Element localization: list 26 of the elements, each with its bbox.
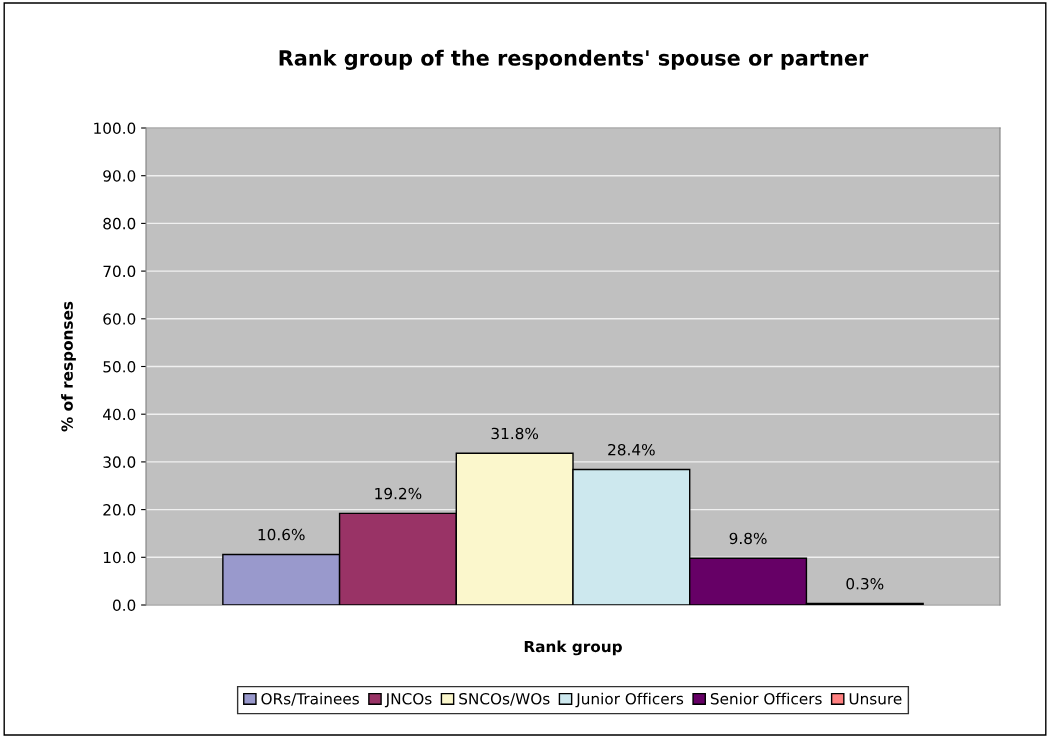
data-label: 19.2% <box>375 487 422 500</box>
y-tick-label: 50.0 <box>103 360 136 373</box>
legend-label: Junior Officers <box>575 692 684 708</box>
legend-label: SNCOs/WOs <box>459 692 550 706</box>
legend-label: Senior Officers <box>710 692 822 705</box>
data-label: 0.3% <box>846 577 884 590</box>
y-axis-title: % of responses <box>61 301 76 432</box>
data-label: 28.4% <box>608 443 655 456</box>
y-tick-label: 30.0 <box>103 456 136 468</box>
data-label: 10.6% <box>258 528 305 541</box>
data-label: 9.8% <box>729 532 767 545</box>
y-tick-label: 10.0 <box>103 551 136 564</box>
legend-label: ORs/Trainees <box>261 692 359 706</box>
y-tick-label: 0.0 <box>112 599 136 612</box>
y-tick-label: 100.0 <box>94 122 136 135</box>
y-tick-label: 20.0 <box>103 504 136 516</box>
x-axis-title: Rank group <box>524 640 622 656</box>
y-tick-label: 80.0 <box>103 217 136 230</box>
y-tick-label: 70.0 <box>103 265 136 278</box>
data-label: 31.8% <box>491 427 539 440</box>
y-tick-label: 60.0 <box>103 313 136 325</box>
legend-label: JNCOs <box>384 692 432 708</box>
chart-title: Rank group of the respondents' spouse or partner <box>279 49 869 70</box>
legend-label: Unsure <box>849 693 902 705</box>
y-tick-label: 90.0 <box>103 170 136 182</box>
y-tick-label: 40.0 <box>103 408 136 421</box>
